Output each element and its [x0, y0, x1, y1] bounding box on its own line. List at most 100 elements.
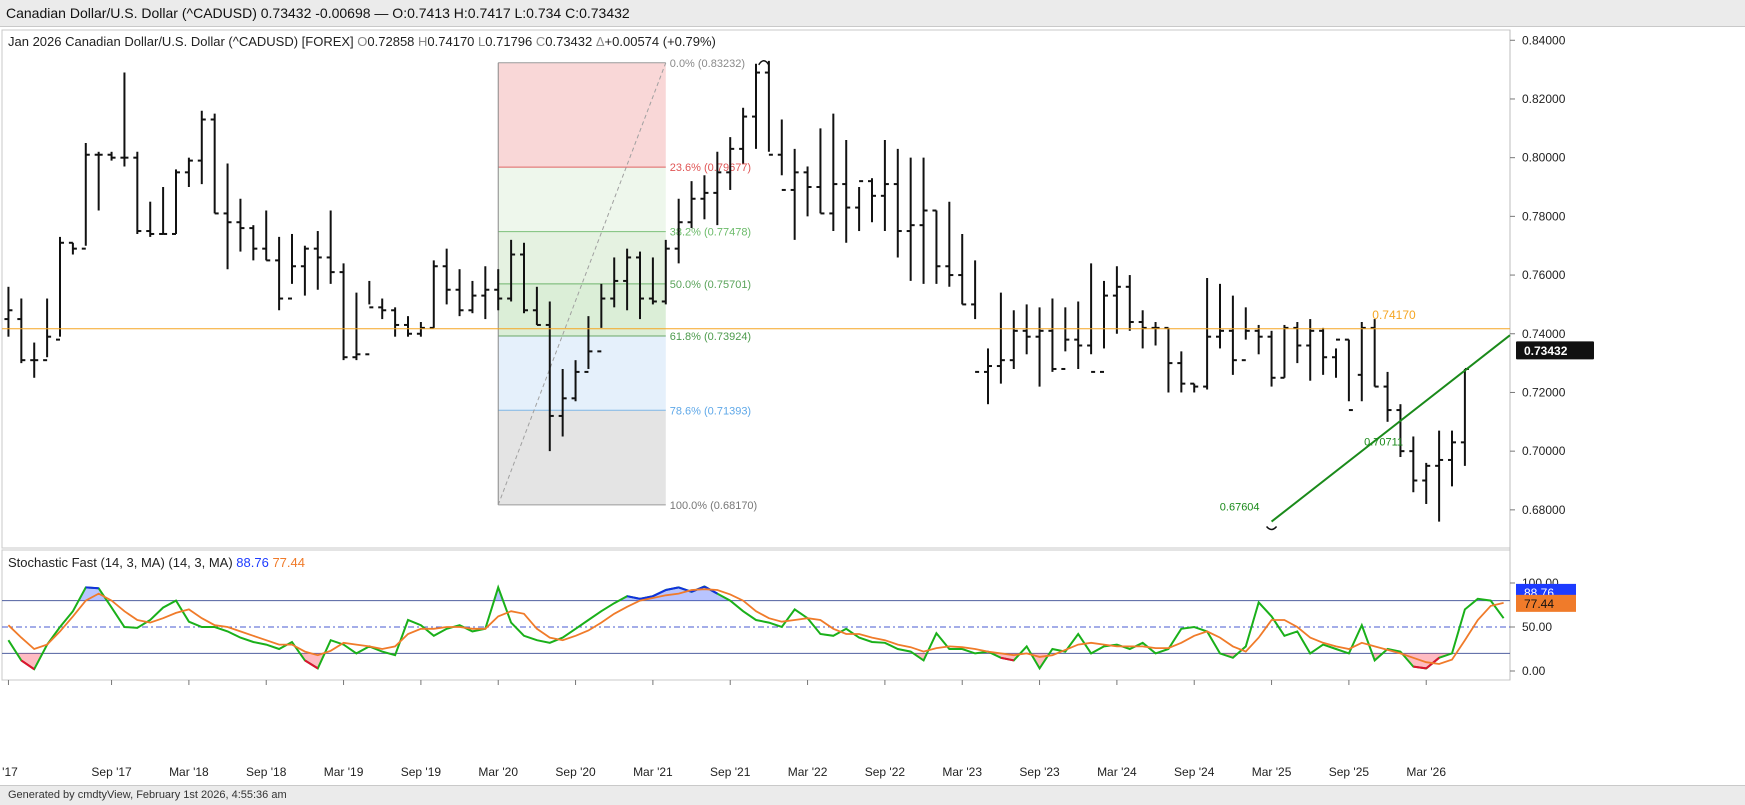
ohlc-bar: [610, 257, 619, 308]
price-overlays[interactable]: 0.74170 0.67604 0.70711: [2, 60, 1511, 531]
fibonacci-retracement[interactable]: 0.0% (0.83232) 23.6% (0.79677) 38.2% (0.77…: [497, 58, 757, 512]
price-header-field-value: 0.73432: [545, 34, 596, 49]
ohlc-bar: [81, 142, 90, 250]
ohlc-bar: [1306, 319, 1315, 381]
ohlc-bar: [1138, 310, 1147, 349]
ohlc-bar: [1241, 307, 1250, 362]
swing-low-annotation-label: 0.70711: [1364, 436, 1403, 448]
ohlc-bar: [1074, 301, 1083, 369]
oversold-zone: [1030, 653, 1050, 669]
time-axis-label: Sep '25: [1329, 765, 1370, 779]
ohlc-bar: [1048, 298, 1057, 372]
ohlc-bar: [726, 137, 735, 190]
fib-zone: [498, 62, 666, 168]
chart-area[interactable]: 0.0% (0.83232) 23.6% (0.79677) 38.2% (0.77…: [0, 28, 1745, 785]
ohlc-bar: [558, 368, 567, 437]
ohlc-bar: [648, 257, 657, 305]
ohlc-bar: [623, 248, 632, 311]
title-bar-text: Canadian Dollar/U.S. Dollar (^CADUSD) 0.…: [6, 5, 630, 21]
fib-level-label: 0.0% (0.83232): [670, 58, 745, 70]
ohlc-bar: [752, 63, 760, 149]
time-axis-label: Sep '17: [91, 765, 132, 779]
ohlc-bar: [455, 269, 464, 317]
ohlc-bar: [1009, 310, 1018, 369]
price-axis-label: 0.70000: [1522, 444, 1566, 458]
ohlc-bar: [429, 260, 438, 329]
stoch-k-oversold-segment: [1413, 665, 1427, 670]
high-line-label: 0.74170: [1372, 308, 1416, 322]
stoch-d-line: [7, 588, 1504, 665]
time-axis-label: Mar '21: [633, 765, 673, 779]
ohlc-bar: [1319, 327, 1328, 375]
stoch-k-overbought-segment: [85, 586, 99, 590]
time-axis-label: Sep '19: [401, 765, 442, 779]
ohlc-bar: [1409, 436, 1418, 493]
price-axis-label: 0.68000: [1522, 503, 1566, 517]
ohlc-bar: [971, 260, 980, 373]
fib-zone: [498, 410, 666, 505]
fib-level-label: 78.6% (0.71393): [670, 405, 751, 417]
price-header-field-label: Δ: [596, 34, 605, 49]
ohlc-bar: [1035, 307, 1044, 387]
fib-zone: [498, 167, 666, 232]
ohlc-bar: [1383, 371, 1392, 422]
last-price-badge: [1516, 341, 1594, 360]
ohlc-bar: [236, 198, 245, 252]
ohlc-bar: [300, 245, 309, 296]
price-header: Jan 2026 Canadian Dollar/U.S. Dollar (^C…: [8, 34, 716, 49]
support-trendline: [1270, 334, 1511, 523]
stoch-header-name: Stochastic Fast (14, 3, MA) (14, 3, MA): [8, 555, 236, 570]
price-header-field-label: L: [478, 34, 485, 49]
time-axis-label: Mar '19: [324, 765, 364, 779]
ohlc-bar: [1112, 266, 1121, 334]
ohlc-bar: [184, 157, 193, 188]
stoch-k-overbought-segment: [652, 589, 667, 598]
ohlc-bar: [868, 178, 876, 223]
ohlc-bar: [1396, 404, 1405, 458]
time-axis-label: Sep '21: [710, 765, 751, 779]
price-header-field-value: 0.74170: [427, 34, 478, 49]
ohlc-bar: [17, 298, 26, 364]
ohlc-bar: [1022, 304, 1031, 355]
ohlc-bar: [739, 107, 748, 164]
ohlc-bar: [1190, 382, 1199, 393]
stoch-header-k: 88.76: [236, 555, 272, 570]
time-axis-label: Mar '23: [942, 765, 982, 779]
ohlc-bar: [172, 169, 180, 235]
ohlc-bar: [1254, 324, 1263, 355]
ohlc-bar: [352, 292, 361, 361]
ohlc-bar: [996, 292, 1005, 384]
ohlc-bar: [532, 286, 541, 326]
fib-zone: [498, 335, 666, 411]
price-axis-label: 0.78000: [1522, 209, 1566, 223]
ohlc-bar: [1357, 322, 1366, 402]
low-annotation-label: 0.67604: [1220, 501, 1260, 513]
ohlc-bar: [713, 151, 722, 226]
ohlc-bar: [919, 157, 928, 284]
price-header-field-label: C: [536, 34, 545, 49]
time-axis-label: Sep '18: [246, 765, 287, 779]
ohlc-bar: [159, 187, 168, 235]
ohlc-bar: [494, 269, 503, 311]
stoch-k-oversold-segment: [1000, 656, 1014, 662]
ohlc-bar: [468, 280, 477, 314]
ohlc-bar: [1280, 324, 1289, 379]
ohlc-bar: [777, 119, 786, 191]
price-axis-label: 0.76000: [1522, 268, 1566, 282]
ohlc-bar: [107, 151, 116, 161]
stoch-k-oversold-segment: [20, 659, 35, 671]
ohlc-bar: [378, 298, 387, 320]
ohlc-bar: [906, 157, 915, 281]
fib-level-label: 50.0% (0.75701): [670, 279, 751, 291]
stoch-k-line: [7, 584, 1505, 671]
stoch-header-d: 77.44: [272, 555, 305, 570]
fib-level-label: 38.2% (0.77478): [670, 227, 751, 239]
ohlc-bar: [326, 210, 335, 284]
stoch-axis-label: 50.00: [1522, 620, 1552, 634]
price-header-field-value: +0.00574 (+0.79%): [605, 34, 716, 49]
ohlc-bar: [520, 242, 528, 314]
ohlc-bar: [842, 140, 851, 243]
ohlc-bar: [416, 322, 425, 337]
